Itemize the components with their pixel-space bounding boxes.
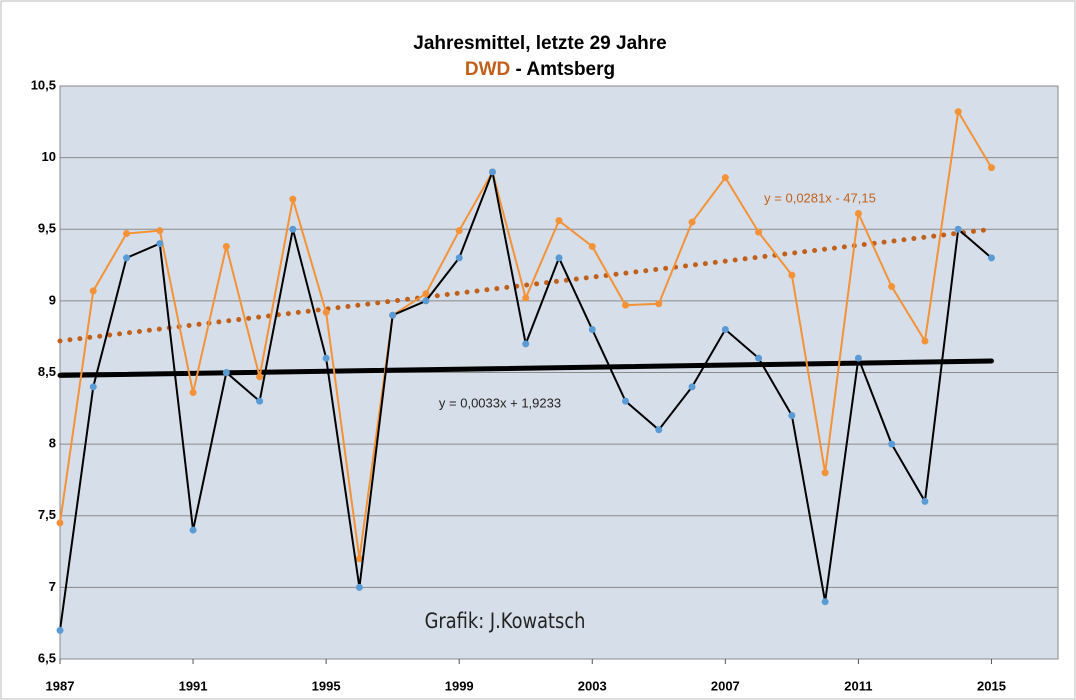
data-point: [821, 598, 829, 606]
trendline-label: y = 0,0281x - 47,15: [764, 190, 876, 205]
data-point: [788, 271, 796, 279]
data-point: [821, 469, 829, 477]
data-point: [189, 389, 197, 397]
data-point: [721, 174, 729, 182]
x-tick-label: 2011: [844, 678, 872, 693]
data-point: [721, 326, 729, 334]
data-point: [123, 254, 131, 262]
trendline-label: y = 0,0033x + 1,9233: [439, 395, 561, 410]
data-point: [156, 240, 164, 248]
data-point: [854, 354, 862, 362]
data-point: [522, 294, 530, 302]
data-point: [455, 227, 463, 235]
data-point: [322, 354, 330, 362]
data-point: [422, 297, 430, 305]
data-point: [256, 373, 264, 381]
data-point: [555, 217, 563, 225]
data-point: [522, 340, 530, 348]
y-tick-label: 6,5: [38, 650, 56, 665]
data-point: [56, 626, 64, 634]
data-point: [256, 397, 264, 405]
data-point: [755, 354, 763, 362]
data-point: [222, 369, 230, 376]
data-point: [422, 290, 430, 298]
data-point: [987, 164, 995, 172]
data-point: [622, 397, 630, 405]
y-tick-label: 8,5: [38, 364, 56, 379]
y-tick-label: 8: [49, 436, 56, 451]
data-point: [921, 337, 929, 345]
x-tick-label: 1995: [312, 678, 341, 693]
data-point: [688, 218, 696, 226]
subtitle-part: - Amtsberg: [510, 59, 615, 80]
x-tick-label: 2003: [578, 678, 607, 693]
x-tick-label: 1987: [46, 678, 75, 693]
data-point: [488, 168, 496, 176]
data-point: [89, 287, 97, 295]
data-point: [355, 555, 363, 563]
y-tick-label: 7: [49, 579, 56, 594]
data-point: [189, 526, 197, 534]
data-point: [788, 411, 796, 419]
data-point: [322, 308, 330, 316]
data-point: [755, 228, 763, 236]
data-point: [355, 583, 363, 591]
chart-subtitle: DWD - Amtsberg: [465, 59, 615, 80]
subtitle-part: DWD: [465, 59, 510, 80]
data-point: [688, 383, 696, 391]
data-point: [954, 108, 962, 116]
data-point: [123, 230, 131, 238]
data-point: [89, 383, 97, 391]
data-point: [389, 311, 397, 319]
data-point: [289, 225, 297, 233]
x-tick-label: 1991: [179, 678, 208, 693]
data-point: [56, 519, 64, 527]
x-tick-label: 2015: [977, 678, 1006, 693]
x-tick-label: 1999: [445, 678, 474, 693]
data-point: [987, 254, 995, 262]
data-point: [888, 283, 896, 291]
data-point: [888, 440, 896, 448]
data-point: [455, 254, 463, 262]
data-point: [222, 242, 230, 250]
trendline: [57, 358, 994, 378]
data-point: [555, 254, 563, 262]
data-point: [954, 225, 962, 233]
y-tick-label: 7,5: [38, 507, 56, 522]
data-point: [655, 426, 663, 434]
y-tick-label: 10,5: [31, 77, 56, 92]
data-point: [289, 195, 297, 203]
y-tick-label: 9: [49, 292, 56, 307]
annotation: Grafik: J.Kowatsch: [425, 609, 586, 634]
y-tick-label: 9,5: [38, 221, 56, 236]
data-point: [655, 300, 663, 308]
data-point: [854, 209, 862, 217]
trendline: [57, 226, 994, 344]
data-point: [622, 301, 630, 309]
data-point: [588, 326, 596, 334]
data-point: [156, 227, 164, 235]
data-point: [921, 497, 929, 505]
x-tick-label: 2007: [711, 678, 740, 693]
chart-title: Jahresmittel, letzte 29 Jahre: [413, 33, 666, 54]
data-point: [588, 242, 596, 250]
y-tick-label: 10: [42, 149, 56, 164]
